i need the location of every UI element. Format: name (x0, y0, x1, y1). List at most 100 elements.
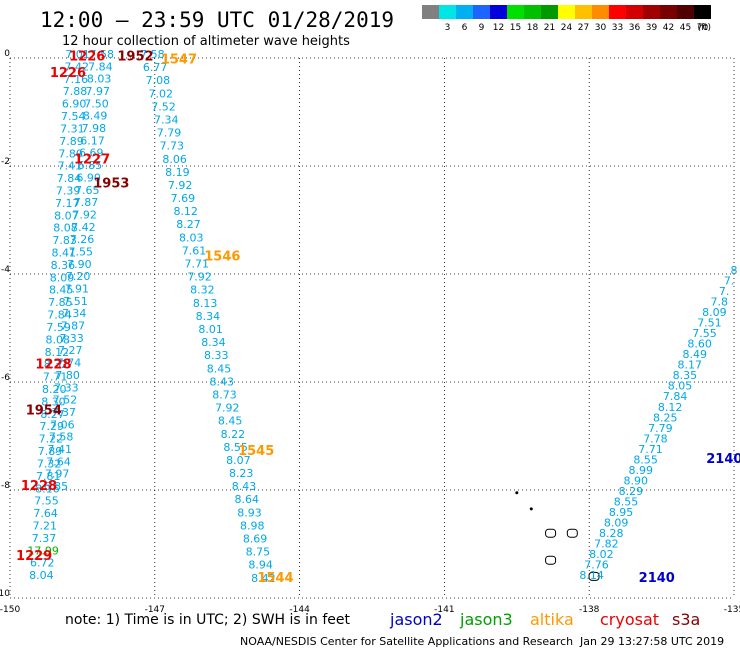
swh-value: 8.64 (234, 493, 259, 506)
island-small-2 (529, 507, 533, 511)
swh-value: 7.89 (59, 135, 84, 148)
swh-value: 7.42 (64, 60, 89, 73)
swh-value: 8.29 (619, 485, 644, 498)
y-tick-label: -4 (1, 265, 10, 275)
swh-value: 7.97 (86, 85, 111, 98)
swh-value: 6.85 (44, 480, 69, 493)
legend-swatch (677, 5, 694, 19)
legend-label: 9 (479, 23, 485, 33)
swh-value: 7.34 (62, 307, 87, 320)
footer-credit: NOAA/NESDIS Center for Satellite Applica… (240, 635, 573, 648)
pass-time-label: 1226 (69, 50, 105, 65)
legend-swatch (439, 5, 456, 19)
island-small-1 (515, 491, 519, 495)
swh-value: 7.92 (72, 208, 97, 221)
swh-value: 6.72 (30, 557, 55, 570)
swh-value: 7.51 (697, 317, 722, 330)
legend-label: 45 (680, 23, 691, 33)
swh-value: 7.8 (711, 296, 729, 309)
swh-value: 7.20 (66, 270, 91, 283)
swh-value: 8.03 (87, 73, 112, 86)
swh-value: 7.84 (57, 172, 82, 185)
swh-value: 8.02 (589, 548, 614, 561)
swh-value: 7.90 (67, 258, 92, 271)
legend-swatch (422, 5, 439, 19)
swh-value: 7.69 (171, 192, 196, 205)
swh-value: 7.29 (39, 420, 64, 433)
y-tick-label: -6 (1, 373, 10, 383)
swh-value: 7.39 (56, 184, 81, 197)
swh-value: 8.69 (243, 533, 268, 546)
swh-value: 8.27 (40, 408, 65, 421)
swh-value: 8.08 (53, 222, 78, 235)
swh-value: 8.14 (579, 569, 604, 582)
legend-swatch (694, 5, 711, 19)
swh-value: 7.97 (45, 468, 70, 481)
swh-value: 8.06 (162, 153, 187, 166)
swh-value: 8.35 (673, 369, 698, 382)
swh-value: 8.01 (198, 323, 223, 336)
x-tick-label: -138 (579, 605, 600, 615)
swh-value: 7.16 (64, 73, 89, 86)
swh-value: 7.74 (57, 357, 82, 370)
legend-swatch (626, 5, 643, 19)
swh-value: 8.34 (196, 310, 221, 323)
swh-value: 7.06 (50, 418, 75, 431)
swh-value: 8.27 (176, 218, 201, 231)
swh-value: 7.80 (58, 147, 83, 160)
swh-value: 7.98 (82, 122, 107, 135)
swh-value: 7.92 (168, 179, 193, 192)
swh-value: 7.84 (663, 390, 688, 403)
swh-value: 8.73 (212, 388, 237, 401)
swh-value: 8.45 (207, 362, 232, 375)
swh-value: 8.09 (50, 271, 75, 284)
legend-label: 15 (510, 23, 521, 33)
pass-time-label: 1953 (93, 177, 129, 192)
swh-value: 17.99 (27, 544, 59, 557)
swh-value: 8.34 (201, 336, 226, 349)
swh-value: 8.32 (44, 358, 69, 371)
swh-value: 7.87 (61, 320, 86, 333)
swh-value: 7. (719, 285, 730, 298)
legend-label: 42 (663, 23, 674, 33)
swh-value: 7.01 (65, 48, 90, 61)
swh-value: 7.26 (70, 233, 95, 246)
swh-value: 7.55 (692, 327, 717, 340)
swh-value: 8.28 (599, 527, 624, 540)
swh-value: 7.84 (47, 309, 72, 322)
satellite-legend: jason2 jason3 altika cryosat s3a (389, 610, 700, 629)
swh-value: 8 (731, 264, 738, 277)
swh-value: 7.52 (151, 100, 176, 113)
swh-value: 7.85 (48, 296, 73, 309)
swh-value: 8.75 (246, 546, 271, 559)
swh-value: 8.23 (229, 467, 254, 480)
pass-time-labels: 1226 1952 1547 1226 1227 1953 1546 1228 1954 1545… (16, 50, 740, 586)
swh-value: 7.71 (185, 258, 210, 271)
pass-time-label: 1228 (35, 358, 71, 373)
swh-value: 8.17 (678, 359, 703, 372)
swh-value: 7.08 (146, 74, 171, 87)
x-tick-label: -144 (289, 605, 310, 615)
satellite-label: jason3 (459, 610, 513, 629)
swh-value: 6.85 (78, 159, 103, 172)
swh-value: 6.69 (79, 147, 104, 160)
swh-value: 7.79 (648, 422, 673, 435)
swh-value: 7.21 (33, 519, 58, 532)
swh-value: 7.32 (37, 457, 62, 470)
swh-value: 8.49 (83, 110, 108, 123)
y-tick-label: -10 (0, 589, 10, 599)
legend-label: 36 (629, 23, 641, 33)
figure-title: 12:00 – 23:59 UTC 01/28/2019 (40, 8, 394, 32)
satellite-label: cryosat (600, 610, 659, 629)
swh-value: 7.58 (89, 48, 114, 61)
swh-value: 8.55 (223, 441, 248, 454)
swh-value: 7.88 (63, 85, 88, 98)
swh-value: 7.17 (55, 197, 80, 210)
swh-value: 6.90 (76, 171, 101, 184)
y-tick-label: -2 (1, 157, 10, 167)
swh-value: 8.07 (54, 209, 79, 222)
pass-time-label: 1954 (26, 403, 62, 418)
swh-value: 7.33 (59, 332, 84, 345)
color-legend: 3 6 9 12 15 18 21 24 27 30 33 36 39 42 45 70(ft) (422, 5, 711, 33)
